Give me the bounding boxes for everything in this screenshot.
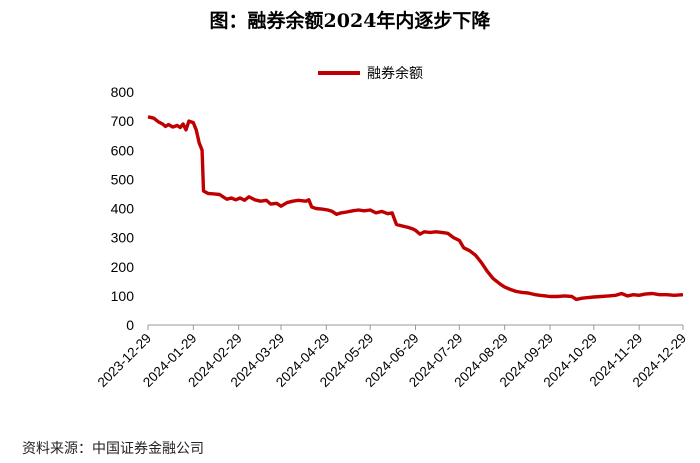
x-axis-ticks: 2023-12-292024-01-292024-02-292024-03-29… xyxy=(95,325,689,390)
y-axis-ticks: 0 100 200 300 400 500 600 700 800 xyxy=(111,84,135,333)
legend: 融券余额 xyxy=(318,65,423,82)
y-tick-label: 400 xyxy=(111,201,135,217)
y-tick-label: 0 xyxy=(126,317,134,333)
source-note: 资料来源：中国证券金融公司 xyxy=(22,441,204,457)
series-line-rongquan xyxy=(147,115,684,302)
y-tick-label: 200 xyxy=(111,259,135,275)
y-tick-label: 700 xyxy=(111,113,135,129)
legend-label: 融券余额 xyxy=(367,65,423,82)
y-tick-label: 100 xyxy=(111,288,135,304)
y-tick-label: 800 xyxy=(111,84,135,100)
chart-title: 图：融券余额2024年内逐步下降 xyxy=(209,10,491,32)
y-tick-label: 600 xyxy=(111,142,135,158)
y-tick-label: 500 xyxy=(111,171,135,187)
y-tick-label: 300 xyxy=(111,230,135,246)
